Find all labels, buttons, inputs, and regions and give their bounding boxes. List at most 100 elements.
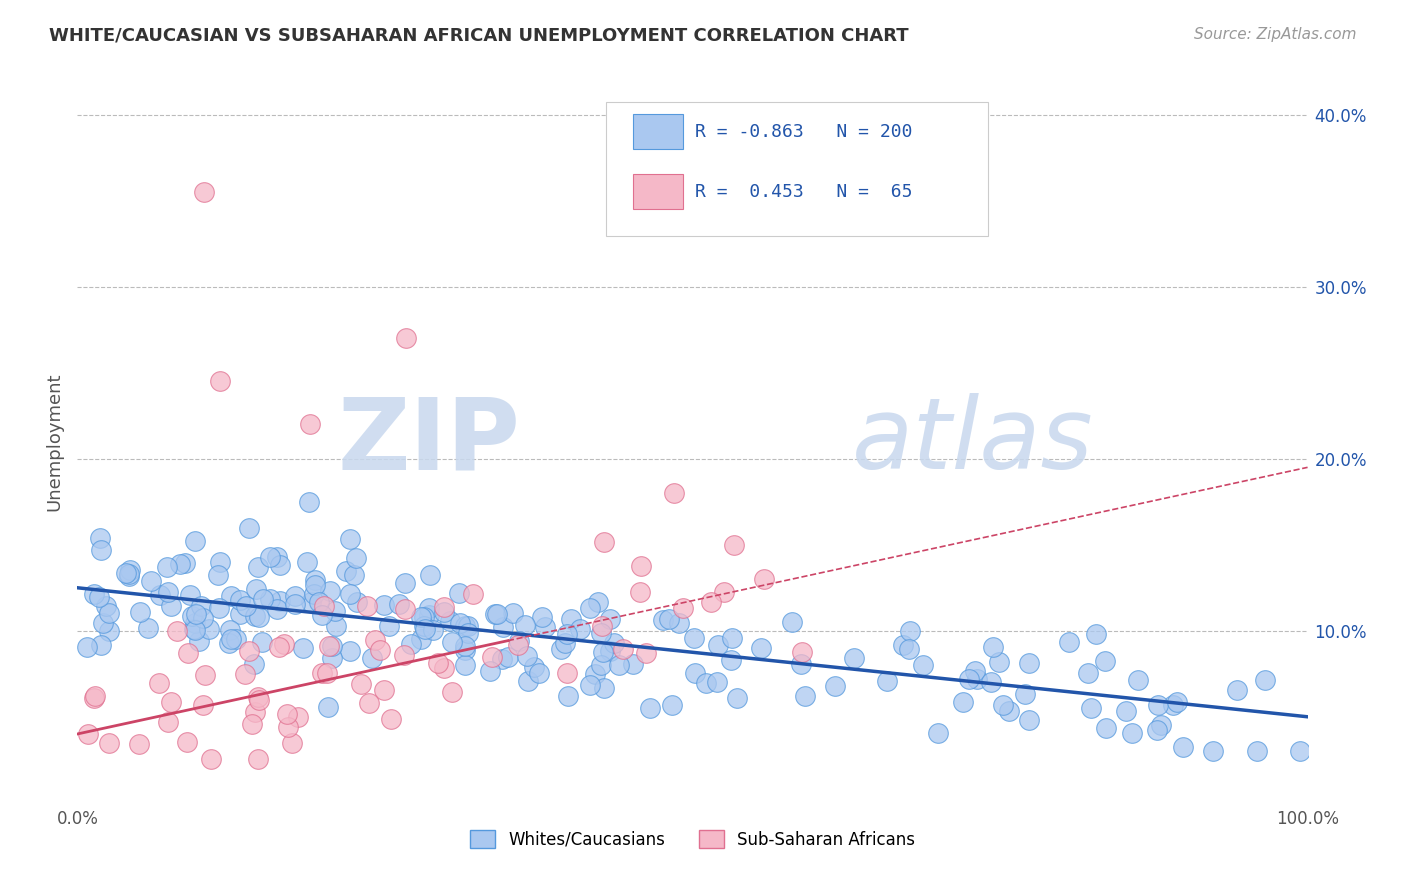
Point [683, 631, 706, 645]
Point [723, 538, 745, 552]
Point [502, 606, 524, 620]
Point [252, 591, 274, 606]
Point [323, 604, 346, 618]
Point [250, 635, 273, 649]
Point [426, 656, 449, 670]
Point [579, 678, 602, 692]
Point [191, 610, 214, 624]
Point [706, 675, 728, 690]
Text: ZIP: ZIP [337, 393, 520, 490]
Point [245, 609, 267, 624]
Point [1018, 713, 1040, 727]
Point [589, 626, 612, 640]
Point [148, 676, 170, 690]
Point [247, 693, 270, 707]
Point [1202, 744, 1225, 758]
Point [219, 624, 242, 638]
Point [238, 520, 260, 534]
Point [84, 689, 107, 703]
Point [90, 638, 112, 652]
Point [449, 586, 471, 600]
Point [695, 676, 717, 690]
Point [188, 633, 211, 648]
Point [433, 599, 456, 614]
Point [630, 558, 652, 573]
Point [672, 601, 695, 615]
Point [957, 672, 980, 686]
Point [557, 690, 579, 704]
Point [454, 619, 477, 633]
Point [966, 672, 988, 686]
Point [593, 535, 616, 549]
Point [891, 638, 914, 652]
Point [247, 752, 270, 766]
Y-axis label: Unemployment: Unemployment [45, 372, 63, 511]
Point [1166, 695, 1188, 709]
Point [506, 638, 529, 652]
FancyBboxPatch shape [634, 174, 683, 209]
Point [651, 613, 673, 627]
Point [339, 532, 361, 546]
Point [243, 657, 266, 672]
Point [911, 658, 934, 673]
Point [298, 417, 321, 432]
Point [409, 610, 432, 624]
Point [591, 658, 613, 673]
Point [370, 643, 392, 657]
Point [980, 675, 1002, 690]
Point [683, 666, 706, 681]
Point [439, 615, 461, 629]
Point [991, 698, 1014, 712]
Point [179, 588, 201, 602]
Point [276, 706, 298, 721]
Point [713, 585, 735, 599]
Point [191, 698, 214, 713]
Point [247, 690, 270, 705]
Point [149, 588, 172, 602]
Point [120, 563, 142, 577]
Point [287, 710, 309, 724]
Point [1246, 744, 1268, 758]
Point [266, 550, 288, 565]
Point [363, 632, 385, 647]
Point [219, 632, 242, 647]
Point [1254, 673, 1277, 688]
Point [235, 599, 257, 614]
Point [207, 567, 229, 582]
Point [238, 643, 260, 657]
Point [311, 607, 333, 622]
Point [413, 619, 436, 633]
Point [749, 641, 772, 656]
Point [308, 595, 330, 609]
Point [484, 607, 506, 621]
Point [496, 650, 519, 665]
Point [316, 700, 339, 714]
Point [592, 681, 614, 695]
Point [628, 585, 651, 599]
Point [83, 690, 105, 705]
Point [898, 642, 921, 657]
Point [380, 712, 402, 726]
Point [181, 608, 204, 623]
Point [361, 650, 384, 665]
Point [422, 623, 444, 637]
Point [97, 736, 120, 750]
Point [668, 616, 690, 631]
Point [183, 616, 205, 631]
Point [569, 622, 592, 636]
Point [394, 648, 416, 663]
Point [225, 632, 247, 647]
Point [115, 566, 138, 581]
Point [399, 637, 422, 651]
FancyBboxPatch shape [634, 114, 683, 149]
Point [1226, 682, 1249, 697]
Point [77, 727, 100, 741]
Point [193, 185, 215, 199]
Point [418, 608, 440, 623]
Point [246, 560, 269, 574]
Point [269, 558, 291, 572]
Point [118, 566, 141, 581]
Point [321, 651, 343, 665]
Point [198, 622, 221, 636]
Point [440, 685, 463, 699]
